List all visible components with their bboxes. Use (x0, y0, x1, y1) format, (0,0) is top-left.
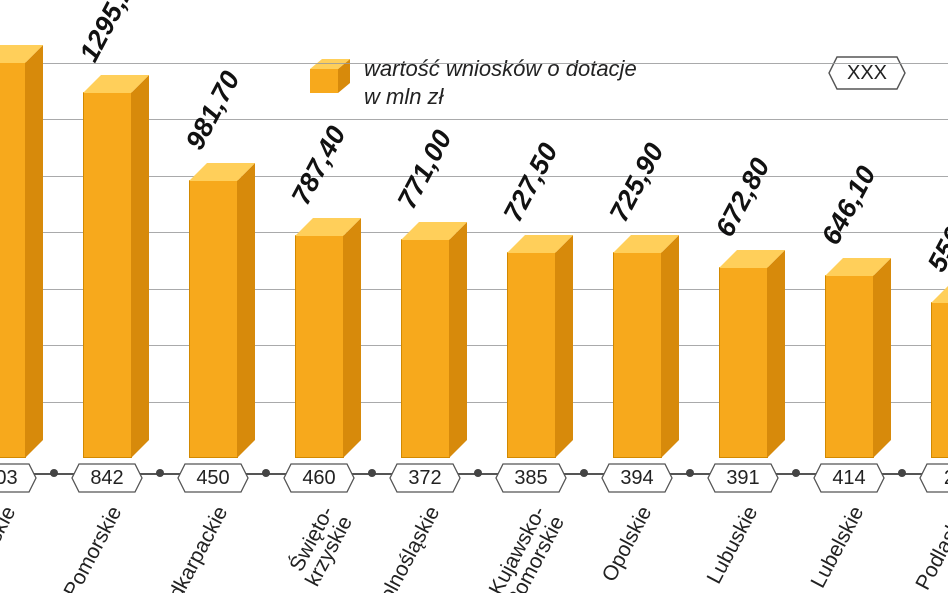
legend-sample-text: XXX (847, 62, 887, 85)
badge-cell: 842 (54, 458, 160, 498)
bar-chart: 00 1295,20 981,70 787,40 771,00 727,50 725,90 6… (0, 63, 948, 593)
category-cell: Pomorskie (54, 503, 160, 593)
badge-cell: 450 (160, 458, 266, 498)
bar: 787,40 (295, 236, 343, 458)
badge-cell: 28 (902, 458, 948, 498)
category-cell: Podkarpackie (160, 503, 266, 593)
category-label: Kujawsko- Pomorskie (484, 503, 568, 593)
category-cell: Dolnośląskie (372, 503, 478, 593)
bar-value-label: 646,10 (816, 161, 883, 250)
category-cell: Podlaskie (902, 503, 948, 593)
bar: 727,50 (507, 253, 555, 458)
badge-cell: 414 (796, 458, 902, 498)
count-badge: 385 (495, 463, 567, 493)
bar-value-label: 727,50 (498, 138, 565, 227)
bar: 646,10 (825, 276, 873, 458)
count-badge: 391 (707, 463, 779, 493)
count-badge: 394 (601, 463, 673, 493)
axis-tick (474, 469, 482, 477)
count-badge: 842 (71, 463, 143, 493)
bar-col: 1295,20 (54, 63, 160, 458)
category-cell: Lubelskie (796, 503, 902, 593)
bar: 771,00 (401, 240, 449, 458)
category-labels: WielkopolskiePomorskiePodkarpackieŚwięto… (0, 503, 948, 593)
category-label: Opolskie (599, 503, 656, 585)
bar-col: 771,00 (372, 63, 478, 458)
badge-cell: 460 (266, 458, 372, 498)
bar-col: 725,90 (584, 63, 690, 458)
axis-tick (156, 469, 164, 477)
axis-tick (686, 469, 694, 477)
count-badge: 414 (813, 463, 885, 493)
bar-value-label: 981,70 (180, 66, 247, 155)
badge-cell: 372 (372, 458, 478, 498)
category-label: Wielkopolskie (0, 503, 20, 593)
bar-value-label: 00 (0, 0, 9, 37)
category-label: Lubuskie (704, 503, 762, 587)
axis-tick (50, 469, 58, 477)
badges-row: 503 842 450 460 372 385 394 391 414 28 (0, 458, 948, 498)
badge-cell: 503 (0, 458, 54, 498)
bar-col: 672,80 (690, 63, 796, 458)
count-badge: 28 (919, 463, 948, 493)
bar-col: 00 (0, 63, 54, 458)
category-label: Podlaskie (912, 503, 948, 593)
category-cell: Lubuskie (690, 503, 796, 593)
category-label: Święto- krzyskie (283, 503, 356, 590)
bar-value-label: 725,90 (604, 138, 671, 227)
axis-tick (580, 469, 588, 477)
bar-value-label: 1295,20 (74, 0, 148, 67)
count-badge: 450 (177, 463, 249, 493)
bar-value-label: 771,00 (392, 125, 459, 214)
plot-area: 00 1295,20 981,70 787,40 771,00 727,50 725,90 6… (0, 63, 948, 458)
category-label: Podkarpackie (153, 503, 231, 593)
badge-cell: 391 (690, 458, 796, 498)
axis-tick (368, 469, 376, 477)
category-cell: Kujawsko- Pomorskie (478, 503, 584, 593)
category-cell: Święto- krzyskie (266, 503, 372, 593)
category-cell: Opolskie (584, 503, 690, 593)
bar: 981,70 (189, 181, 237, 458)
bar-value-label: 672,80 (710, 153, 777, 242)
category-label: Pomorskie (60, 503, 125, 593)
bar: 550,10 (931, 303, 948, 458)
bar-col: 787,40 (266, 63, 372, 458)
bar: 672,80 (719, 268, 767, 458)
badge-cell: 385 (478, 458, 584, 498)
count-badge: 503 (0, 463, 37, 493)
bars: 00 1295,20 981,70 787,40 771,00 727,50 725,90 6… (0, 63, 948, 458)
category-cell: Wielkopolskie (0, 503, 54, 593)
axis-tick (898, 469, 906, 477)
bar-col: 727,50 (478, 63, 584, 458)
category-label: Lubelskie (807, 503, 867, 591)
bar-col: 981,70 (160, 63, 266, 458)
count-badge: 372 (389, 463, 461, 493)
category-label: Dolnośląskie (369, 503, 443, 593)
bar: 00 (0, 63, 25, 458)
bar-value-label: 550,10 (922, 188, 948, 277)
bar-col: 550,10 (902, 63, 948, 458)
bar-value-label: 787,40 (286, 121, 353, 210)
bar-col: 646,10 (796, 63, 902, 458)
bar: 1295,20 (83, 93, 131, 458)
axis-tick (792, 469, 800, 477)
badge-cell: 394 (584, 458, 690, 498)
axis-tick (262, 469, 270, 477)
count-badge: 460 (283, 463, 355, 493)
bar: 725,90 (613, 253, 661, 458)
